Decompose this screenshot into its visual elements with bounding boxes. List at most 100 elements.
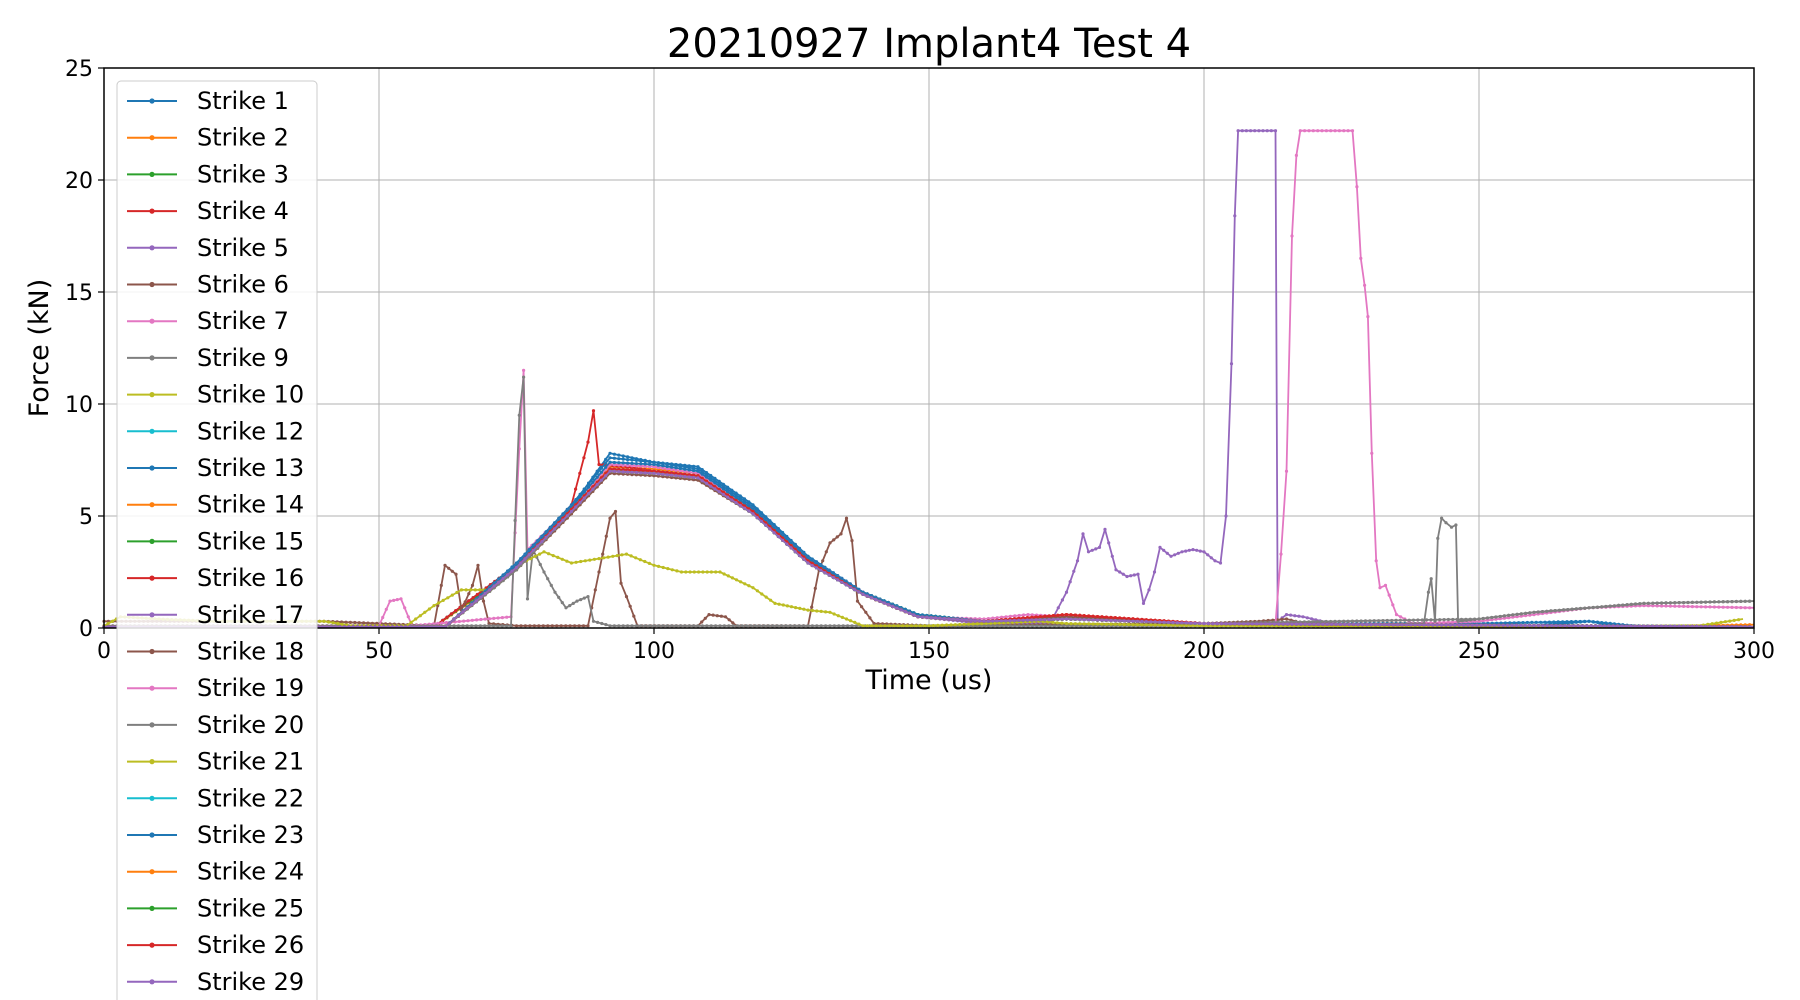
series-point	[813, 586, 817, 591]
series-point	[581, 624, 586, 628]
series-point	[1494, 617, 1498, 621]
series-point	[1129, 574, 1133, 578]
series-point	[784, 624, 788, 628]
series-point	[470, 618, 474, 622]
series-point	[604, 534, 608, 538]
series-point	[456, 624, 461, 628]
series-point	[868, 616, 872, 620]
series-point	[1664, 604, 1668, 608]
series-point	[1051, 620, 1055, 625]
series-point	[403, 606, 407, 610]
series-point	[582, 596, 586, 600]
series-point	[764, 595, 768, 599]
series-point	[523, 624, 528, 628]
series-point	[731, 624, 735, 628]
series-point	[1512, 621, 1516, 625]
series-point	[634, 556, 638, 560]
series-point	[971, 622, 975, 626]
series-point	[736, 624, 740, 628]
series-point	[522, 368, 526, 372]
series-point	[1209, 556, 1213, 560]
series-point	[1039, 624, 1043, 628]
series-point	[846, 624, 850, 628]
series-point	[755, 589, 760, 593]
series-point	[608, 451, 612, 455]
series-point	[785, 604, 790, 608]
series-point	[1547, 620, 1551, 624]
series-point	[1056, 606, 1060, 610]
series-point	[953, 623, 958, 627]
series-point	[634, 624, 639, 628]
series-point	[1061, 624, 1065, 628]
series-point	[106, 621, 110, 626]
series-point	[505, 624, 509, 628]
series-point	[828, 541, 832, 545]
series-point	[370, 621, 374, 625]
series-point	[679, 570, 684, 574]
series-point	[1013, 614, 1017, 618]
series-point	[973, 624, 977, 628]
series-point	[1342, 129, 1346, 133]
series-point	[381, 615, 385, 620]
series-point	[1060, 598, 1064, 602]
series-point	[1162, 623, 1166, 627]
series-point	[1140, 623, 1144, 627]
series-point	[648, 624, 652, 628]
series-point	[578, 471, 582, 475]
series-point	[991, 624, 995, 628]
series-point	[1532, 613, 1536, 617]
series-point	[1739, 606, 1743, 610]
series-point	[1363, 283, 1367, 287]
series-point	[606, 555, 610, 559]
series-point	[487, 624, 491, 628]
series-point	[596, 620, 600, 625]
series-point	[500, 624, 504, 628]
series-point	[781, 603, 785, 607]
series-point	[473, 588, 477, 592]
series-point	[1026, 624, 1030, 628]
series-point	[462, 619, 466, 623]
series-point	[1454, 523, 1458, 527]
series-point	[927, 624, 931, 628]
series-point	[1320, 129, 1324, 133]
series-point	[844, 617, 849, 621]
series-point	[628, 604, 632, 608]
series-point	[617, 453, 621, 457]
series-point	[1158, 545, 1162, 550]
series-point	[446, 596, 450, 600]
series-point	[406, 615, 410, 619]
series-point	[612, 456, 617, 460]
series-point	[454, 609, 458, 613]
series-point	[995, 616, 999, 620]
series-point	[1125, 574, 1129, 579]
series-point	[445, 615, 449, 619]
series-point	[740, 624, 744, 628]
series-point	[718, 570, 722, 574]
series-point	[824, 550, 828, 554]
series-point	[828, 610, 832, 614]
series-point	[1195, 548, 1199, 552]
series-point	[1261, 129, 1265, 133]
series-point	[1055, 621, 1059, 625]
series-point	[678, 624, 683, 628]
series-point	[1218, 561, 1223, 565]
series-point	[1578, 620, 1583, 624]
series-point	[1265, 129, 1269, 133]
series-point	[1095, 622, 1100, 626]
series-point	[841, 624, 845, 628]
series-point	[857, 622, 861, 626]
series-point	[1307, 129, 1311, 133]
series-point	[611, 554, 615, 558]
series-point	[459, 588, 464, 592]
series-point	[1732, 618, 1736, 623]
series-point	[437, 601, 441, 605]
series-point	[586, 624, 590, 628]
series-point	[1646, 604, 1650, 608]
series-point	[688, 570, 692, 574]
series-point	[375, 621, 379, 626]
series-point	[931, 624, 936, 628]
series-point	[1682, 604, 1686, 609]
series-point	[1708, 605, 1712, 609]
series-point	[982, 617, 986, 621]
